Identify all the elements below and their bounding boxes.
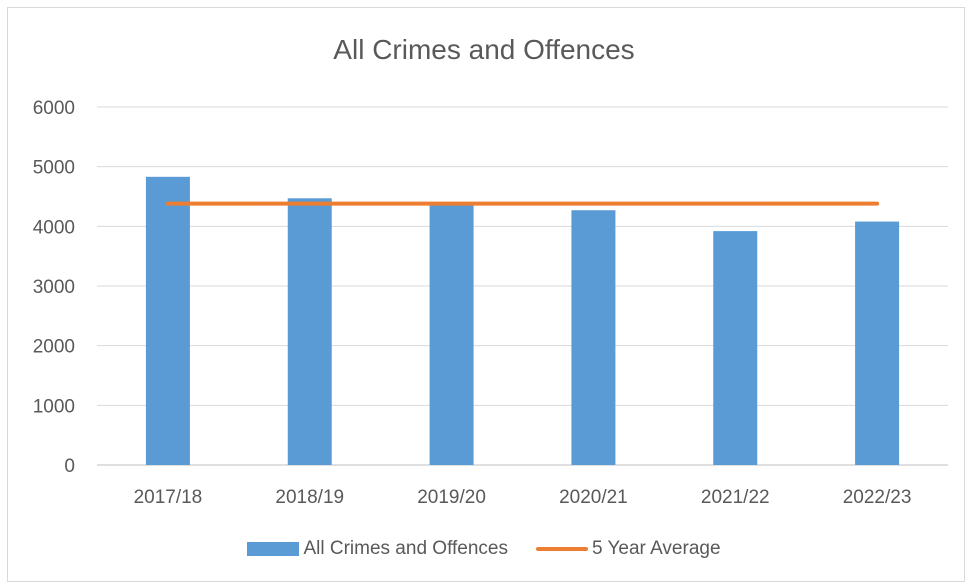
y-tick-label: 2000 — [33, 337, 75, 358]
legend-item-line: 5 Year Average — [535, 538, 721, 560]
y-tick-label: 3000 — [33, 277, 75, 298]
x-tick-label: 2020/21 — [559, 487, 628, 508]
x-tick-label: 2021/22 — [701, 487, 770, 508]
legend-label-line: 5 Year Average — [591, 538, 721, 559]
y-tick-label: 0 — [64, 456, 75, 477]
x-tick-label: 2022/23 — [843, 487, 912, 508]
bar — [429, 203, 474, 465]
y-tick-label: 5000 — [33, 158, 75, 179]
x-tick-label: 2018/19 — [275, 487, 344, 508]
chart-title: All Crimes and Offences — [333, 34, 635, 65]
legend-label-bars: All Crimes and Offences — [303, 538, 508, 559]
legend-swatch-line — [535, 547, 588, 551]
bar — [145, 176, 190, 465]
x-tick-label: 2019/20 — [417, 487, 486, 508]
bar — [571, 210, 616, 465]
bar — [713, 231, 758, 465]
y-tick-label: 6000 — [33, 98, 75, 119]
legend: All Crimes and Offences 5 Year Average — [0, 538, 968, 560]
legend-swatch-bars — [247, 542, 300, 556]
y-tick-label: 4000 — [33, 217, 75, 238]
bar — [855, 221, 900, 465]
y-tick-label: 1000 — [33, 396, 75, 417]
legend-item-bars: All Crimes and Offences — [247, 538, 508, 560]
bar — [287, 198, 332, 466]
x-tick-label: 2017/18 — [134, 487, 203, 508]
